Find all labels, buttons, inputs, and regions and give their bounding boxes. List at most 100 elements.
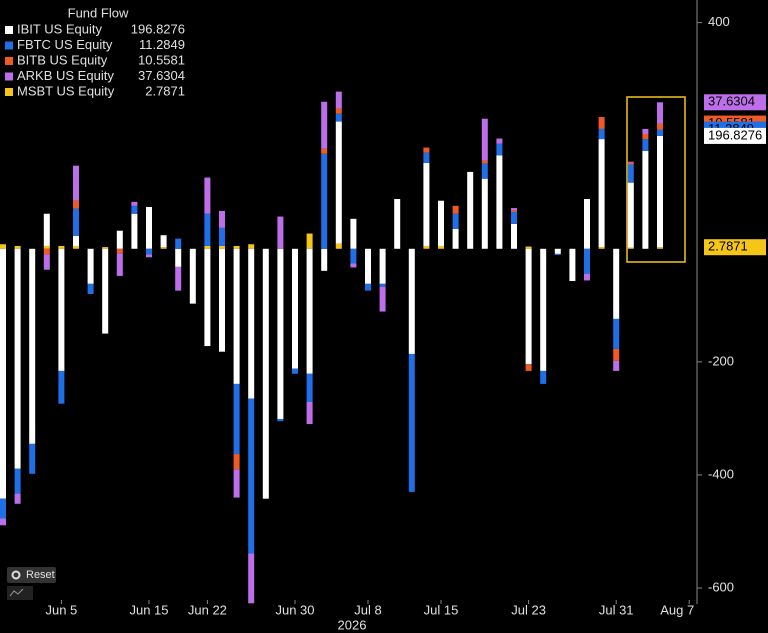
y-tick-label: -600 [708,579,734,594]
bar-segment [146,254,152,258]
bar-segment [248,248,255,399]
bar-segment [452,228,459,249]
bar-segment [233,245,240,249]
bar-segment [116,230,123,249]
bar-segment [204,248,211,347]
chart-type-button[interactable] [7,586,33,600]
legend-swatch [5,57,13,65]
bar-segment [175,266,182,291]
bar-segment [0,248,6,499]
x-tick-label: Jul 8 [354,602,381,617]
bar-segment [160,247,167,249]
legend-value: 37.6304 [138,68,185,83]
bar-segment [0,498,6,519]
bar-segment [452,213,459,229]
bar-segment [657,123,663,130]
bar-segment [58,248,65,371]
bar-segment [613,360,620,371]
bar-segment [29,443,36,474]
bar-segment [438,200,444,246]
bar-segment [467,171,474,249]
bar-segment [627,162,634,165]
bar-segment [350,248,357,264]
bar-segment [554,248,561,254]
bar-segment [248,398,255,554]
legend-label: FBTC US Equity [17,37,113,52]
bar-segment [511,210,517,213]
bar-segment [598,128,605,140]
bar-segment [0,518,6,526]
bar-segment [102,247,109,249]
value-label: 196.8276 [708,127,762,142]
chart-type-bg[interactable] [7,586,33,600]
bar-segment [408,353,415,492]
bar-segment [642,150,649,249]
legend-box [0,0,190,103]
bar-segment [511,212,517,224]
bar-segment [87,283,94,295]
reset-icon[interactable] [11,570,21,580]
bar-segment [306,402,313,425]
bar-segment [146,248,152,255]
bar-segment [554,253,561,256]
bar-segment [321,148,328,154]
y-tick-label: 400 [708,14,730,29]
legend-title: Fund Flow [68,5,129,20]
bar-segment [613,348,620,361]
bar-segment [335,91,342,109]
bar-segment [29,248,36,444]
bar-segment [438,245,444,249]
bar-segment [262,248,269,499]
bar-segment [204,245,211,249]
bar-segment [642,134,649,140]
bar-segment [335,121,342,244]
bar-segment [598,247,605,249]
bar-segment [233,248,240,384]
bar-segment [277,216,284,249]
reset-bg[interactable] [7,567,56,583]
reset-label[interactable]: Reset [26,569,55,581]
legend-swatch [5,41,13,50]
bar-segment [350,218,357,249]
bar-segment [233,469,240,498]
bar-segment [248,553,255,604]
legend-swatch [5,72,13,81]
bar-segment [306,248,313,374]
legend-value: 10.5581 [138,52,185,67]
bar-segment [365,248,371,284]
bar-segment [613,318,620,349]
bar-segment [525,246,532,249]
bar-segment [642,139,649,151]
legend-value: 196.8276 [131,21,185,36]
bar-segment [423,162,430,246]
chart-type-icon[interactable] [9,588,24,597]
bar-segment [131,213,138,249]
reset-button[interactable]: Reset [7,567,56,583]
legend-swatch [5,88,13,96]
bar-segment [394,199,401,249]
legend-label: IBIT US Equity [17,21,103,36]
bar-segment [627,161,634,163]
x-tick-label: Jul 31 [599,602,634,617]
axis: 400 -200 -400 -600 Jun 5 Jun 15 Jun 22 Jun 30 Ju… [45,14,766,617]
bar-segment [584,273,590,281]
bar-segment [496,155,503,249]
bar-segment [233,454,240,470]
bar-segment [219,227,225,246]
bar-segment [0,244,6,249]
legend-label: MSBT US Equity [17,83,115,98]
bar-segment [613,248,620,319]
bar-segment [219,248,225,352]
bar-segment [73,245,79,249]
bar-segment [219,210,225,228]
bar-segment [43,248,50,255]
bar-segment [306,373,313,403]
bar-segment [43,245,50,249]
bar-segment [584,248,590,274]
y-tick-label: -400 [708,466,734,481]
bar-segment [481,163,488,179]
bar-segment [423,152,430,163]
bar-segment [321,153,328,249]
bar-segment [321,248,328,271]
bar-segment [116,248,123,254]
